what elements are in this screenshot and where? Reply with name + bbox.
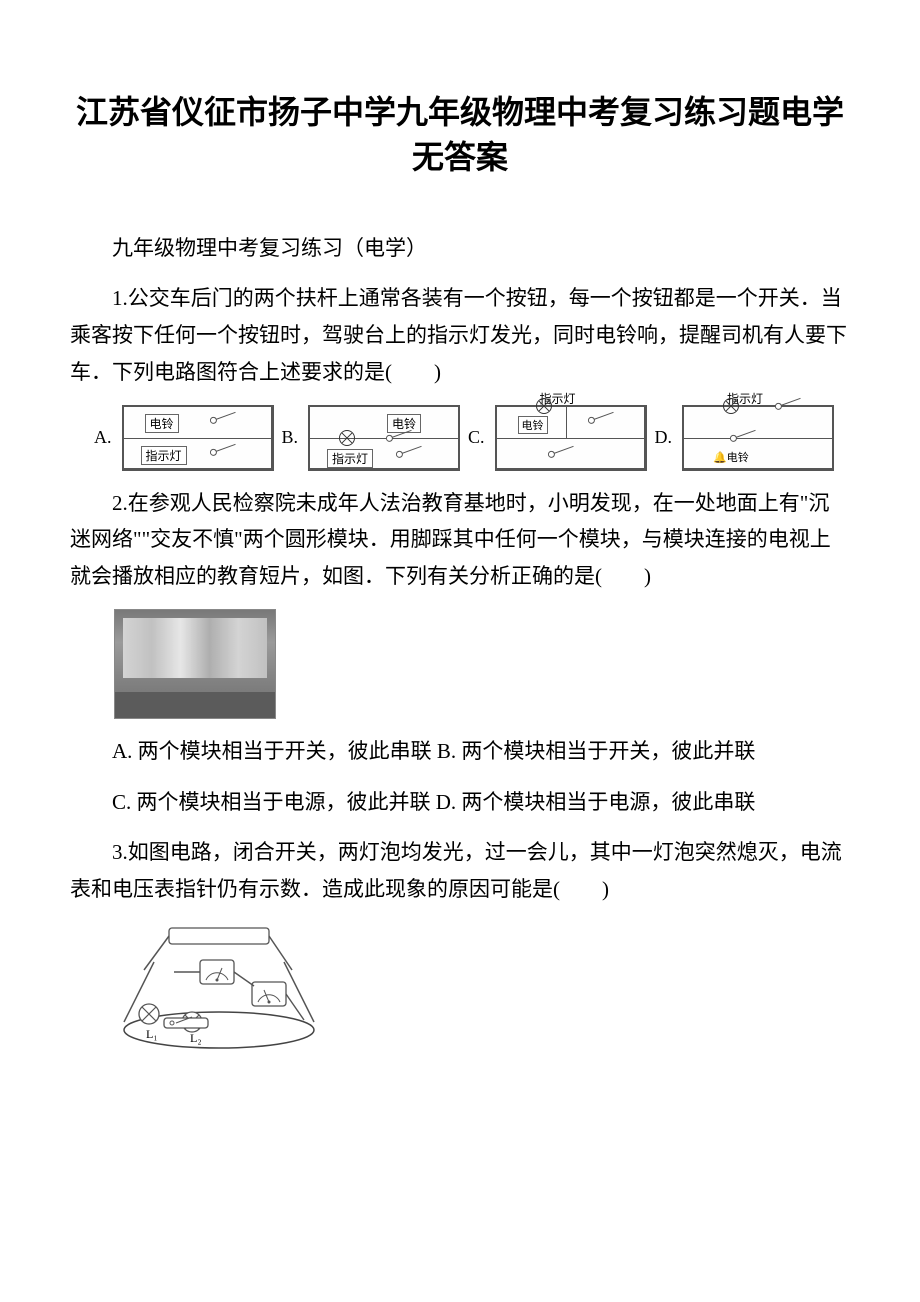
q1-opt-d-label: D. bbox=[655, 427, 673, 448]
q2-options-line2: C. 两个模块相当于电源，彼此并联 D. 两个模块相当于电源，彼此串联 bbox=[70, 784, 850, 821]
q1-circuit-d: 指示灯 🔔电铃 bbox=[682, 405, 834, 471]
bell-label-d: 🔔电铃 bbox=[713, 449, 749, 465]
q2-opt-a: A. 两个模块相当于开关，彼此串联 bbox=[112, 739, 432, 763]
q2-opt-b: B. 两个模块相当于开关，彼此并联 bbox=[437, 739, 756, 763]
q3-diagram: L₁ L₂ bbox=[114, 922, 324, 1052]
q1-opt-a-label: A. bbox=[94, 427, 112, 448]
q1-circuit-a: 电铃 指示灯 bbox=[122, 405, 274, 471]
bell-label-b: 电铃 bbox=[387, 414, 421, 433]
question-1-text: 1.公交车后门的两个扶杆上通常各装有一个按钮，每一个按钮都是一个开关．当乘客按下… bbox=[70, 280, 850, 390]
question-3-text: 3.如图电路，闭合开关，两灯泡均发光，过一会儿，其中一灯泡突然熄灭，电流表和电压… bbox=[70, 834, 850, 908]
q1-circuit-c: 指示灯 电铃 bbox=[495, 405, 647, 471]
bell-label-c: 电铃 bbox=[518, 416, 548, 434]
question-2-text: 2.在参观人民检察院未成年人法治教育基地时，小明发现，在一处地面上有"沉迷网络"… bbox=[70, 485, 850, 595]
lamp-label: 指示灯 bbox=[141, 446, 187, 465]
q2-photo bbox=[114, 609, 276, 719]
subtitle: 九年级物理中考复习练习（电学） bbox=[70, 230, 850, 267]
q1-opt-b-label: B. bbox=[282, 427, 299, 448]
q1-circuit-b: 电铃 指示灯 bbox=[308, 405, 460, 471]
q1-circuit-row: A. 电铃 指示灯 B. 电铃 指示灯 C. 指示灯 bbox=[94, 405, 850, 471]
q1-opt-c-label: C. bbox=[468, 427, 485, 448]
q2-opt-c: C. 两个模块相当于电源，彼此并联 bbox=[112, 790, 431, 814]
q3-l2-label: L₂ bbox=[190, 1031, 202, 1045]
lamp-label-b: 指示灯 bbox=[327, 449, 373, 468]
q2-options-line1: A. 两个模块相当于开关，彼此串联 B. 两个模块相当于开关，彼此并联 bbox=[70, 733, 850, 770]
document-title: 江苏省仪征市扬子中学九年级物理中考复习练习题电学无答案 bbox=[70, 90, 850, 180]
q2-opt-d: D. 两个模块相当于电源，彼此串联 bbox=[436, 790, 756, 814]
q3-l1-label: L₁ bbox=[146, 1027, 158, 1041]
bell-label: 电铃 bbox=[145, 414, 179, 433]
